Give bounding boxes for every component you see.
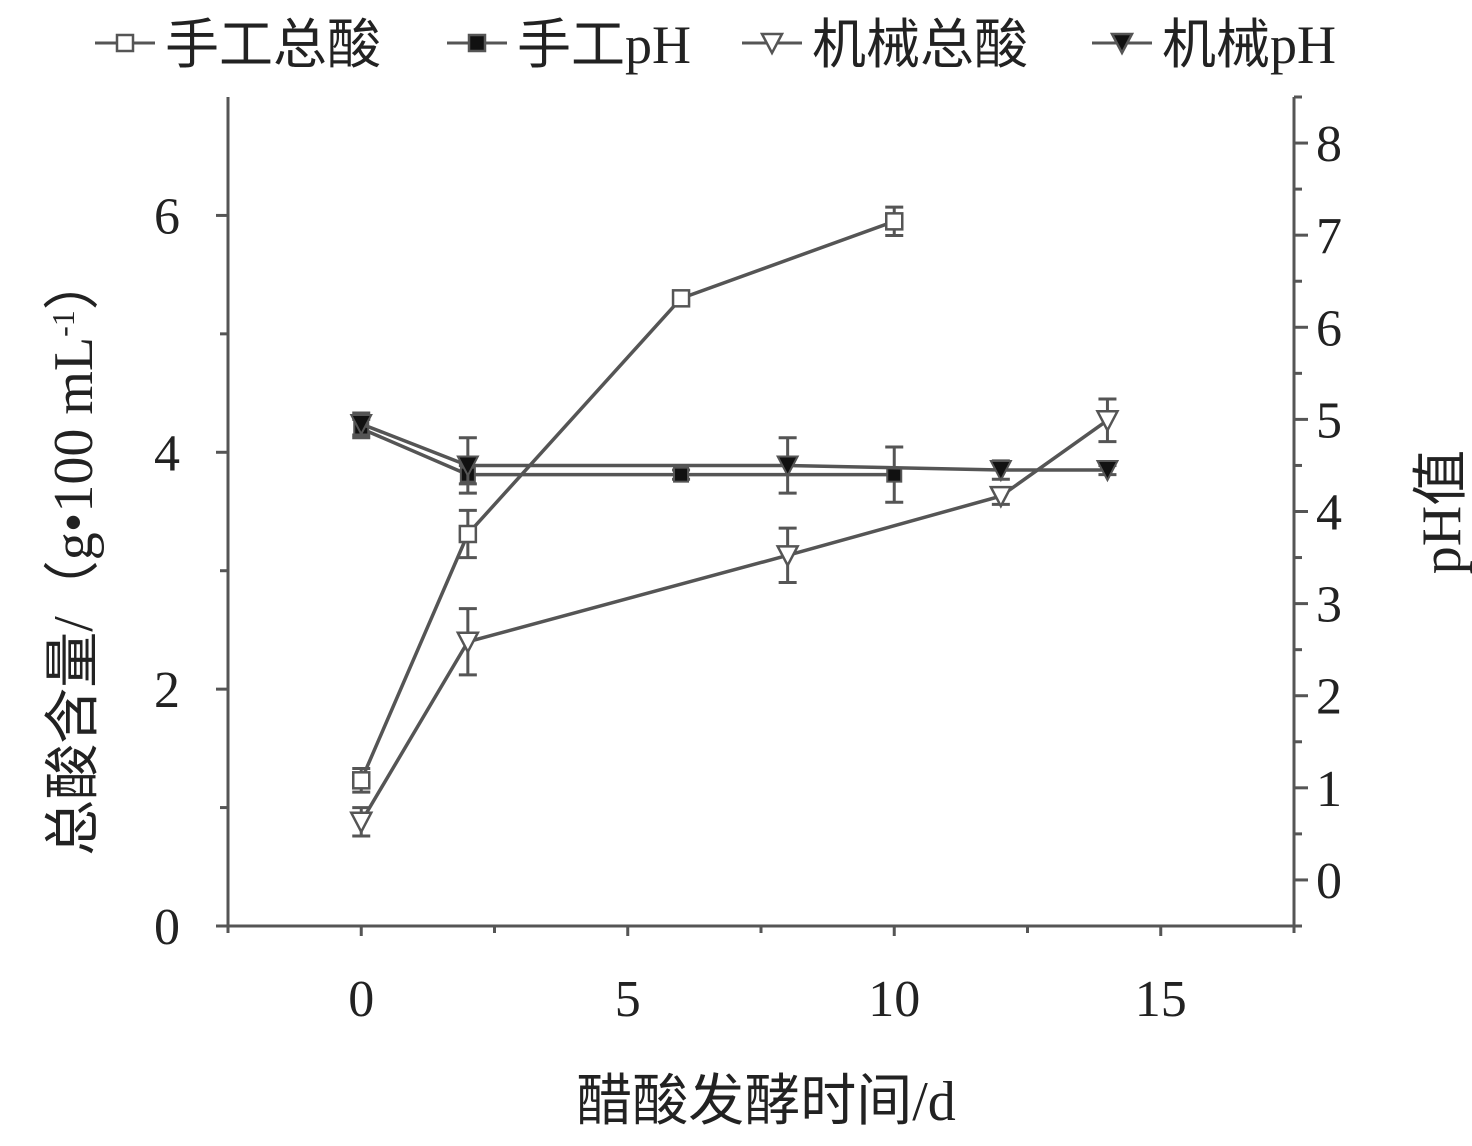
data-point-manual-ph (673, 466, 690, 483)
data-point-machine-ph (775, 455, 800, 478)
left-y-axis-title-close: ） (43, 254, 105, 310)
series-manual-ph (352, 417, 904, 504)
right-y-tick-label: 7 (1316, 208, 1342, 265)
right-y-tick-label: 6 (1316, 300, 1342, 357)
data-point-machine-total-acid (988, 485, 1013, 509)
right-y-tick-label: 1 (1316, 761, 1342, 818)
data-point-machine-total-acid (455, 631, 480, 655)
right-y-tick-label: 5 (1316, 392, 1342, 449)
right-y-tick-label: 2 (1316, 669, 1342, 726)
legend: 手工总酸 手工pH 机械总酸 机械pH (95, 15, 1336, 75)
legend-entry-machine-ph: 机械pH (1092, 15, 1336, 75)
legend-label-machine-total-acid: 机械总酸 (812, 15, 1028, 75)
right-y-tick-label: 8 (1316, 116, 1342, 173)
right-y-tick-label: 4 (1316, 485, 1342, 542)
x-tick-label: 0 (348, 971, 374, 1028)
data-point-machine-total-acid (775, 545, 800, 569)
left-y-tick-label: 2 (154, 662, 180, 719)
left-y-axis-title: 总酸含量/（g•100 mL-1） (43, 254, 105, 856)
data-point-machine-ph (1095, 460, 1120, 483)
left-y-tick-label: 0 (154, 899, 180, 956)
data-point-machine-total-acid (349, 811, 374, 835)
left-y-tick-label: 6 (154, 188, 180, 245)
right-y-tick-label: 3 (1316, 577, 1342, 634)
data-point-machine-total-acid (1095, 410, 1120, 433)
legend-label-manual-total-acid: 手工总酸 (165, 15, 381, 75)
data-point-machine-ph (456, 455, 480, 478)
legend-entry-manual-ph: 手工pH (447, 15, 691, 75)
data-point-machine-ph (349, 413, 373, 437)
data-point-manual-total-acid (885, 212, 904, 231)
axes (226, 97, 1298, 928)
legend-entry-manual-total-acid: 手工总酸 (95, 15, 381, 75)
x-tick-label: 10 (868, 971, 920, 1028)
x-tick-label: 5 (615, 971, 641, 1028)
data-point-manual-total-acid (671, 289, 691, 308)
series-line-manual-total-acid (359, 219, 895, 782)
series-layer (349, 205, 1120, 838)
legend-marker-manual-total-acid (115, 33, 135, 53)
data-point-manual-ph (886, 466, 903, 483)
data-point-manual-total-acid (352, 771, 371, 790)
legend-label-manual-ph: 手工pH (517, 15, 691, 75)
legend-entry-machine-total-acid: 机械总酸 (742, 15, 1028, 75)
series-machine-ph (349, 411, 1120, 495)
legend-marker-machine-total-acid (759, 32, 785, 56)
ticks: 0 5 10 15 0 2 4 6 0 1 2 3 4 5 6 7 8 (154, 95, 1342, 1028)
legend-label-machine-ph: 机械pH (1162, 15, 1336, 75)
data-point-machine-ph (989, 460, 1013, 483)
legend-marker-machine-ph (1109, 32, 1135, 56)
left-y-axis-title-main: 总酸含量/（g•100 mL (43, 337, 105, 856)
right-y-tick-label: 0 (1316, 853, 1342, 910)
series-manual-total-acid (352, 205, 904, 794)
data-point-manual-total-acid (458, 524, 478, 544)
left-y-axis-title-sup: -1 (45, 310, 81, 337)
left-y-tick-label: 4 (154, 425, 180, 482)
x-tick-label: 15 (1135, 971, 1187, 1028)
right-y-axis-title: pH值 (1411, 450, 1472, 574)
legend-marker-manual-ph (467, 33, 487, 53)
x-axis-title: 醋酸发酵时间/d (576, 1071, 956, 1133)
